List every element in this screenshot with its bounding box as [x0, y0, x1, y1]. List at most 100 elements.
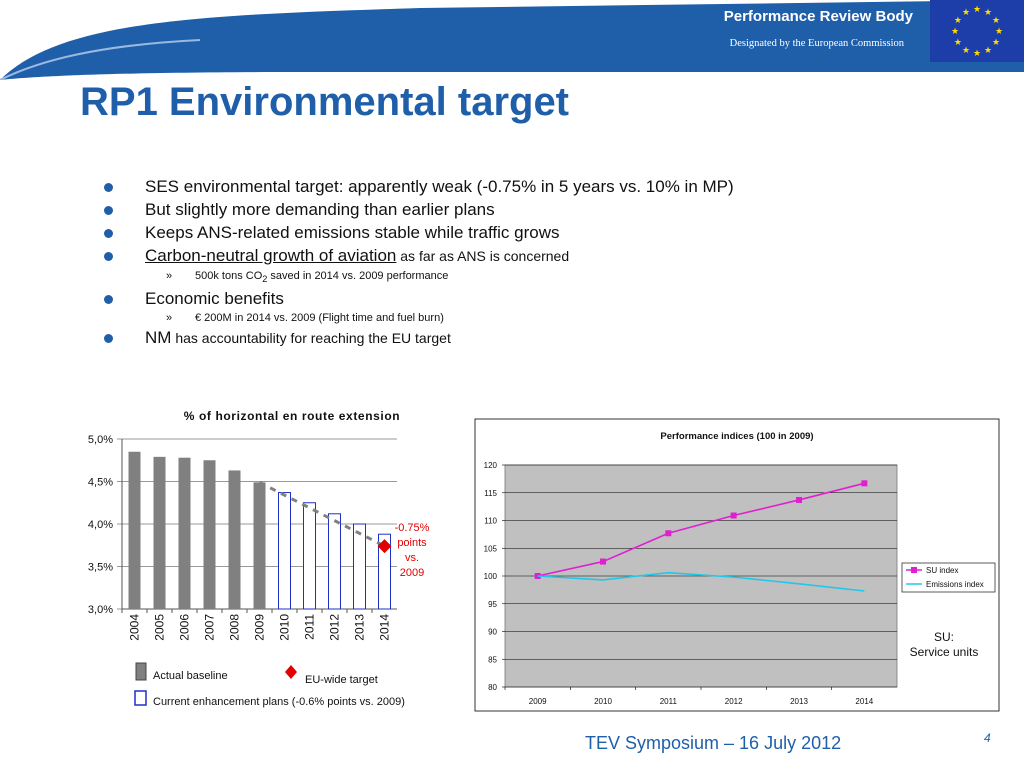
bullet-dot-icon — [104, 334, 113, 344]
x-tick-label: 2007 — [203, 614, 217, 641]
bullet-text: NM — [145, 328, 172, 348]
sub-bullet-text: 500k tons CO — [195, 270, 263, 282]
flag-star-icon: ★ — [954, 16, 962, 26]
y-tick-label: 80 — [488, 683, 497, 692]
series-marker — [861, 480, 868, 487]
bar-baseline — [253, 482, 266, 609]
y-tick-label: 3,5% — [88, 562, 113, 574]
x-tick-label: 2004 — [128, 614, 142, 641]
legend-su-label: SU index — [926, 566, 958, 575]
y-tick-label: 85 — [488, 655, 497, 664]
bullet-dot-icon — [104, 229, 113, 238]
x-tick-label: 2005 — [153, 614, 167, 641]
flag-star-icon: ★ — [962, 46, 970, 56]
bullet-text: But slightly more demanding than earlier… — [145, 200, 495, 219]
series-marker — [600, 558, 606, 565]
y-tick-label: 4,0% — [88, 519, 113, 531]
bullet-text: Economic benefits — [145, 289, 284, 309]
brand-title: Performance Review Body — [723, 8, 913, 25]
bar-plan — [353, 523, 366, 610]
series-marker — [665, 530, 672, 537]
x-tick-label: 2011 — [660, 697, 678, 706]
legend-target-diamond — [285, 665, 297, 679]
bullet-dot-icon — [104, 183, 113, 192]
bullet-text: has accountability for reaching the EU t… — [171, 330, 451, 347]
legend-baseline-label: Actual baseline — [153, 670, 228, 682]
y-tick-label: 5,0% — [88, 434, 113, 446]
x-tick-label: 2006 — [178, 614, 192, 641]
bullet-list: SES environmental target: apparently wea… — [100, 175, 980, 350]
target-annotation: vs. — [405, 552, 419, 564]
bullet-text: as far as ANS is concerned — [396, 248, 570, 264]
y-tick-label: 110 — [484, 517, 497, 526]
flag-star-icon: ★ — [984, 46, 992, 56]
target-annotation: 2009 — [400, 567, 424, 579]
x-tick-label: 2011 — [303, 614, 317, 640]
chevron-right-icon: » — [166, 270, 173, 282]
series-line — [537, 571, 865, 592]
x-tick-label: 2009 — [529, 697, 547, 706]
flag-star-icon: ★ — [951, 27, 959, 37]
bullet-item: Carbon-neutral growth of aviation as far… — [100, 244, 980, 268]
target-annotation: points — [397, 537, 427, 549]
bar-baseline — [228, 470, 241, 609]
bullet-dot-icon — [104, 252, 113, 261]
flag-star-icon: ★ — [992, 16, 1000, 26]
y-tick-label: 105 — [484, 544, 498, 553]
bar-plan — [303, 502, 316, 610]
bar-baseline — [178, 457, 191, 609]
bar-baseline — [128, 451, 141, 609]
x-tick-label: 2013 — [353, 614, 367, 641]
x-tick-label: 2008 — [228, 614, 242, 641]
footer-event: TEV Symposium – 16 July 2012 — [585, 733, 842, 753]
sub-bullet-item: » € 200M in 2014 vs. 2009 (Flight time a… — [100, 310, 980, 326]
flag-star-icon: ★ — [973, 5, 981, 15]
flag-star-icon: ★ — [992, 38, 1000, 48]
bullet-item: NM has accountability for reaching the E… — [100, 326, 980, 350]
x-tick-label: 2012 — [328, 614, 342, 641]
legend-plans-label: Current enhancement plans (-0.6% points … — [153, 696, 405, 708]
bar-baseline — [153, 456, 166, 609]
bullet-text-underlined: Carbon-neutral growth of aviation — [145, 246, 397, 265]
legend-plans-swatch — [134, 690, 147, 706]
page-number: 4 — [984, 731, 991, 745]
flag-star-icon: ★ — [973, 49, 981, 59]
chevron-right-icon: » — [166, 312, 173, 325]
target-annotation: -0.75% — [395, 522, 430, 534]
legend-emissions-label: Emissions index — [926, 580, 984, 589]
flag-star-icon: ★ — [962, 8, 970, 18]
bar-chart: % of horizontal en route extension 5,0% 4,… — [88, 409, 430, 708]
flag-star-icon: ★ — [995, 27, 1003, 37]
x-tick-label: 2010 — [594, 697, 612, 706]
x-tick-label: 2010 — [278, 614, 292, 641]
eu-flag-icon: ★ ★★★★★★★★★★★ — [930, 0, 1024, 62]
flag-star-icon: ★ — [954, 38, 962, 48]
y-tick-label: 4,5% — [88, 477, 113, 489]
header-band — [0, 0, 1024, 80]
bar-plan — [328, 513, 341, 610]
series-marker — [730, 512, 737, 519]
y-tick-label: 100 — [484, 572, 498, 581]
flag-star-icon: ★ — [984, 8, 992, 18]
y-tick-label: 3,0% — [88, 604, 113, 616]
bullet-item: But slightly more demanding than earlier… — [100, 198, 980, 221]
y-tick-label: 90 — [488, 628, 497, 637]
bullet-item: SES environmental target: apparently wea… — [100, 175, 980, 198]
note-text: SU: — [934, 630, 954, 644]
sub-bullet-text: saved in 2014 vs. 2009 performance — [267, 270, 449, 282]
legend-su-marker — [911, 567, 917, 573]
bar-plan — [278, 492, 291, 610]
sub-bullet-text: € 200M in 2014 vs. 2009 (Flight time and… — [195, 312, 444, 325]
note-text: Service units — [910, 645, 979, 659]
bullet-item: Economic benefits — [100, 287, 980, 310]
target-diamond-marker — [377, 539, 392, 554]
bullet-text: SES environmental target: apparently wea… — [145, 177, 734, 196]
x-tick-label: 2009 — [253, 614, 267, 641]
legend-target-label: EU-wide target — [305, 674, 378, 686]
bar-chart-title: % of horizontal en route extension — [184, 409, 400, 423]
legend-box — [901, 562, 996, 593]
sub-bullet-item: » 500k tons CO2 saved in 2014 vs. 2009 p… — [100, 268, 980, 287]
series-line — [537, 482, 865, 577]
bullet-dot-icon — [104, 295, 113, 305]
